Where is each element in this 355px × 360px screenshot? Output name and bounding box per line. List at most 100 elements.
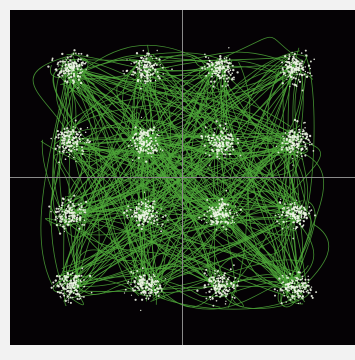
- symbol-point: [61, 139, 64, 142]
- symbol-point: [83, 62, 85, 65]
- symbol-point: [204, 68, 206, 70]
- symbol-point: [295, 211, 298, 214]
- symbol-point: [77, 209, 79, 211]
- trajectory-line: [80, 69, 95, 85]
- symbol-point: [156, 70, 159, 73]
- trajectory-line: [65, 68, 210, 130]
- symbol-point: [211, 137, 213, 139]
- symbol-point: [231, 219, 233, 222]
- trajectory-line: [271, 60, 298, 204]
- symbol-point: [69, 285, 71, 288]
- symbol-point: [47, 65, 50, 68]
- symbol-point: [85, 68, 87, 71]
- trajectory-line: [50, 63, 81, 283]
- symbol-point: [281, 207, 284, 210]
- symbol-point: [212, 136, 215, 139]
- symbol-point: [283, 208, 285, 210]
- symbol-point: [149, 143, 151, 145]
- symbol-point: [64, 209, 67, 212]
- symbol-point: [214, 67, 217, 70]
- symbol-point: [292, 221, 295, 224]
- symbol-point: [78, 294, 81, 297]
- symbol-point: [293, 52, 296, 56]
- symbol-point: [223, 78, 225, 80]
- symbol-point: [77, 280, 79, 282]
- trajectory-line: [69, 218, 286, 283]
- symbol-point: [58, 205, 61, 208]
- trajectory-line: [151, 275, 297, 310]
- symbol-point: [224, 153, 227, 156]
- symbol-point: [84, 209, 86, 211]
- trajectory-line: [148, 72, 223, 140]
- symbol-point: [205, 292, 207, 294]
- trajectory-line: [152, 282, 222, 308]
- symbol-point: [280, 214, 283, 216]
- symbol-point: [50, 137, 52, 140]
- symbol-point: [61, 201, 64, 205]
- symbol-point: [147, 66, 150, 68]
- symbol-point: [54, 218, 57, 221]
- symbol-point: [293, 71, 296, 73]
- symbol-point: [132, 272, 135, 274]
- symbol-point: [293, 201, 296, 204]
- symbol-point: [230, 139, 233, 141]
- symbol-point: [296, 135, 300, 139]
- symbol-point: [61, 290, 63, 292]
- symbol-point: [140, 77, 142, 79]
- symbol-point: [74, 127, 77, 129]
- symbol-point: [284, 55, 287, 58]
- symbol-point: [294, 58, 297, 61]
- symbol-point: [72, 204, 75, 207]
- symbol-point: [152, 151, 155, 154]
- symbol-point: [157, 294, 160, 298]
- symbol-point: [281, 141, 284, 145]
- symbol-point: [80, 205, 83, 209]
- symbol-point: [207, 283, 210, 286]
- symbol-point: [140, 62, 143, 64]
- symbol-point: [137, 156, 141, 160]
- symbol-point: [138, 218, 141, 221]
- symbol-point: [152, 209, 155, 212]
- symbol-point: [231, 221, 234, 223]
- symbol-point: [286, 277, 288, 279]
- symbol-point: [155, 147, 158, 149]
- symbol-point: [63, 230, 66, 233]
- symbol-point: [141, 267, 144, 270]
- trajectory-line: [75, 148, 298, 277]
- symbol-point: [74, 212, 76, 214]
- symbol-point: [281, 274, 284, 277]
- symbol-point: [82, 137, 84, 140]
- symbol-point: [60, 206, 63, 209]
- symbol-point: [222, 138, 225, 141]
- symbol-point: [215, 142, 218, 145]
- symbol-point: [81, 209, 83, 211]
- symbol-point: [60, 278, 62, 280]
- trajectory-line: [59, 208, 286, 279]
- symbol-point: [299, 219, 302, 222]
- symbol-point: [218, 74, 221, 78]
- symbol-point: [218, 58, 221, 61]
- symbol-point: [139, 149, 143, 152]
- symbol-point: [232, 148, 235, 151]
- symbol-point: [211, 206, 214, 209]
- symbol-point: [291, 130, 294, 133]
- symbol-point: [288, 133, 291, 136]
- symbol-point: [81, 296, 83, 298]
- symbol-point: [296, 226, 299, 228]
- symbol-point: [146, 54, 148, 57]
- symbol-point: [59, 291, 63, 294]
- symbol-point: [225, 220, 228, 223]
- symbol-point: [54, 138, 56, 140]
- symbol-point: [294, 276, 296, 279]
- trajectory-line: [68, 135, 153, 290]
- symbol-point: [291, 70, 294, 73]
- trajectory-line: [140, 217, 281, 284]
- symbol-point: [215, 214, 218, 216]
- trajectory-line: [227, 79, 285, 309]
- symbol-point: [214, 210, 217, 212]
- symbol-point: [144, 55, 146, 58]
- symbol-point: [235, 211, 238, 214]
- symbol-point: [217, 135, 219, 137]
- symbol-point: [222, 221, 224, 223]
- symbol-point: [79, 133, 82, 136]
